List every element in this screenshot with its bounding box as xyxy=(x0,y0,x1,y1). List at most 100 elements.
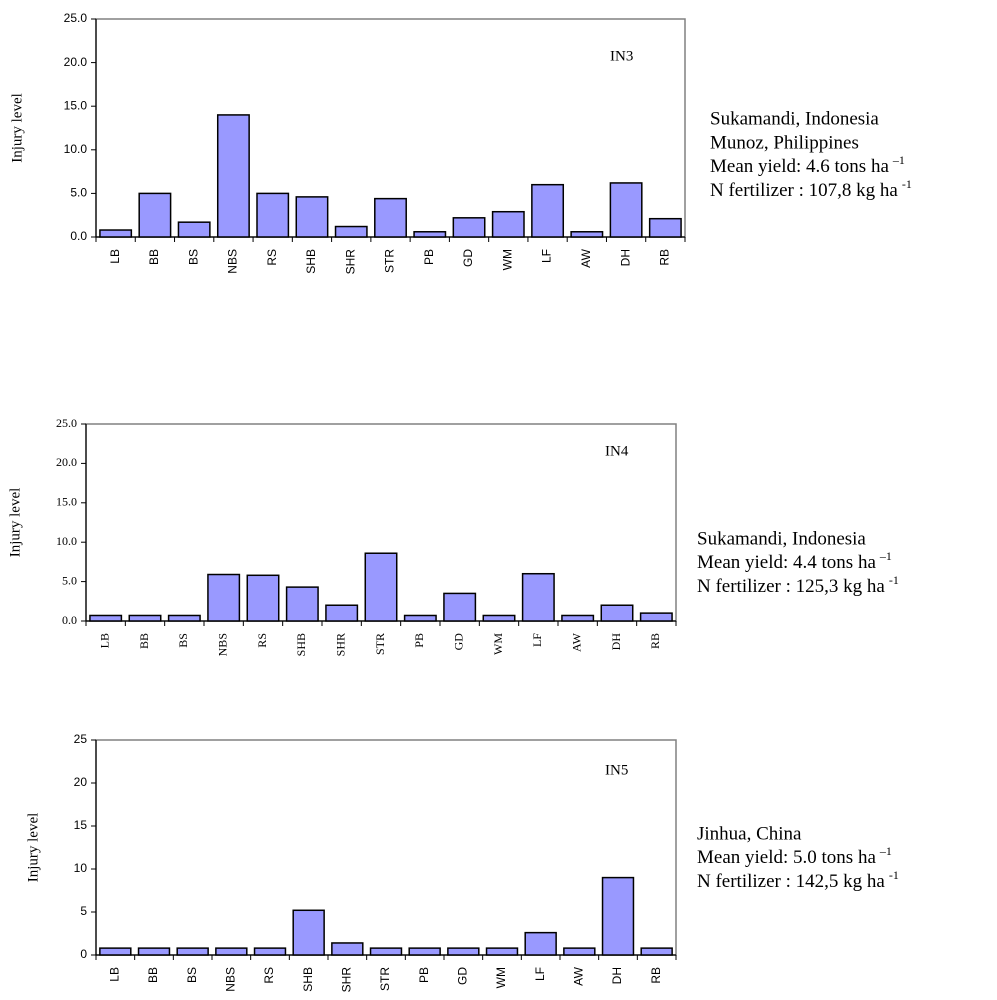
bar xyxy=(325,604,359,622)
x-tick-label: WM xyxy=(500,249,514,270)
bar xyxy=(648,217,682,238)
y-tick-label: 25.0 xyxy=(56,416,77,430)
bar xyxy=(176,947,209,956)
bar xyxy=(482,614,516,622)
bar xyxy=(639,612,673,622)
x-tick-label: RB xyxy=(649,967,663,984)
note: N fertilizer : 142,5 kg ha -1 xyxy=(697,868,899,893)
y-tick-label: 25.0 xyxy=(64,11,88,25)
note: N fertilizer : 125,3 kg ha -1 xyxy=(697,573,899,598)
bar xyxy=(292,909,325,956)
bar xyxy=(253,947,287,956)
y-tick-label: 20.0 xyxy=(56,455,77,469)
x-tick-label: LF xyxy=(530,633,544,647)
x-tick-label: SHR xyxy=(340,967,354,993)
bar xyxy=(285,586,319,622)
x-tick-label: WM xyxy=(491,633,505,655)
x-tick-label: RS xyxy=(265,249,279,266)
note-superscript: –1 xyxy=(879,844,892,858)
x-tick-label: SHB xyxy=(301,967,315,992)
bar xyxy=(137,947,171,956)
bar xyxy=(256,192,290,238)
bar xyxy=(128,614,162,622)
x-tick-label: GD xyxy=(451,633,465,651)
y-tick-label: 5 xyxy=(80,904,87,918)
x-tick-label: AW xyxy=(572,966,586,986)
bar xyxy=(491,210,525,238)
y-tick-label: 20 xyxy=(74,775,88,789)
bar xyxy=(408,947,441,956)
x-tick-label: RB xyxy=(648,633,662,649)
bar xyxy=(167,614,201,622)
note-superscript: -1 xyxy=(889,868,899,882)
note: N fertilizer : 107,8 kg ha -1 xyxy=(710,177,912,202)
x-tick-label: RB xyxy=(658,249,672,266)
x-tick-label: STR xyxy=(378,967,392,991)
note-superscript: –1 xyxy=(892,153,905,167)
x-tick-label: SHB xyxy=(294,633,308,656)
bar xyxy=(521,572,555,622)
x-tick-label: NBS xyxy=(226,249,240,274)
chart: 0 5 10 15 20 25 LB BB BS NBS RS SHB SHR STR PB GD WM LF AW… xyxy=(25,732,898,992)
panel-label: IN5 xyxy=(605,762,628,778)
bar xyxy=(452,217,486,238)
x-tick-label: SHB xyxy=(304,249,318,274)
x-tick-label: GD xyxy=(456,967,470,985)
chart: 0.0 5.0 10.0 15.0 20.0 25.0 LB BB BS NBS RS SHB SHR S… xyxy=(9,11,911,274)
plot-frame xyxy=(95,739,677,956)
bar xyxy=(531,183,565,238)
bar xyxy=(364,552,398,622)
bar xyxy=(570,231,604,238)
x-tick-label: LF xyxy=(533,967,547,981)
x-tick-label: RS xyxy=(255,633,269,648)
note: Mean yield: 4.4 tons ha –1 xyxy=(697,549,892,574)
x-tick-label: AW xyxy=(569,632,583,652)
y-tick-label: 0.0 xyxy=(70,229,87,243)
note-text: Mean yield: 4.4 tons ha xyxy=(697,552,876,573)
note-text: Mean yield: 4.6 tons ha xyxy=(710,156,889,177)
y-tick-label: 15.0 xyxy=(64,98,88,112)
x-tick-label: RS xyxy=(262,967,276,984)
y-tick-label: 20.0 xyxy=(64,55,88,69)
note: Munoz, Philippines xyxy=(710,132,859,153)
x-tick-label: LB xyxy=(108,249,122,264)
y-axis-label: Injury level xyxy=(9,93,25,163)
bar xyxy=(601,876,635,956)
x-tick-label: BB xyxy=(137,633,151,649)
note-text: N fertilizer : 142,5 kg ha xyxy=(697,871,885,892)
x-tick-label: STR xyxy=(373,633,387,655)
y-tick-label: 10 xyxy=(74,861,88,875)
note: Sukamandi, Indonesia xyxy=(710,108,879,129)
x-tick-label: PB xyxy=(412,633,426,648)
y-tick-label: 5.0 xyxy=(62,573,77,587)
y-axis-label: Injury level xyxy=(7,488,23,558)
note-text: N fertilizer : 125,3 kg ha xyxy=(697,576,885,597)
bar xyxy=(403,614,437,622)
bar xyxy=(413,231,447,238)
note-text: N fertilizer : 107,8 kg ha xyxy=(710,180,898,201)
note-superscript: -1 xyxy=(902,177,912,191)
x-tick-label: SHR xyxy=(333,633,347,656)
note-text: Mean yield: 5.0 tons ha xyxy=(697,847,876,868)
bar xyxy=(246,574,280,622)
y-tick-label: 10.0 xyxy=(64,142,88,156)
note: Sukamandi, Indonesia xyxy=(697,528,866,549)
x-tick-label: BS xyxy=(185,967,199,983)
x-tick-label: NBS xyxy=(215,633,229,656)
bar xyxy=(369,947,403,956)
bar xyxy=(524,931,557,956)
x-tick-label: SHR xyxy=(343,249,357,275)
x-tick-label: LB xyxy=(97,633,111,648)
bar xyxy=(609,182,643,238)
x-tick-label: WM xyxy=(494,967,508,988)
panel-label: IN3 xyxy=(610,48,633,64)
y-tick-label: 10.0 xyxy=(56,534,77,548)
bar xyxy=(177,221,211,238)
x-tick-label: BS xyxy=(176,633,190,648)
bar xyxy=(99,947,132,956)
bar xyxy=(331,942,364,956)
y-tick-label: 5.0 xyxy=(70,186,87,200)
bar xyxy=(89,614,123,622)
